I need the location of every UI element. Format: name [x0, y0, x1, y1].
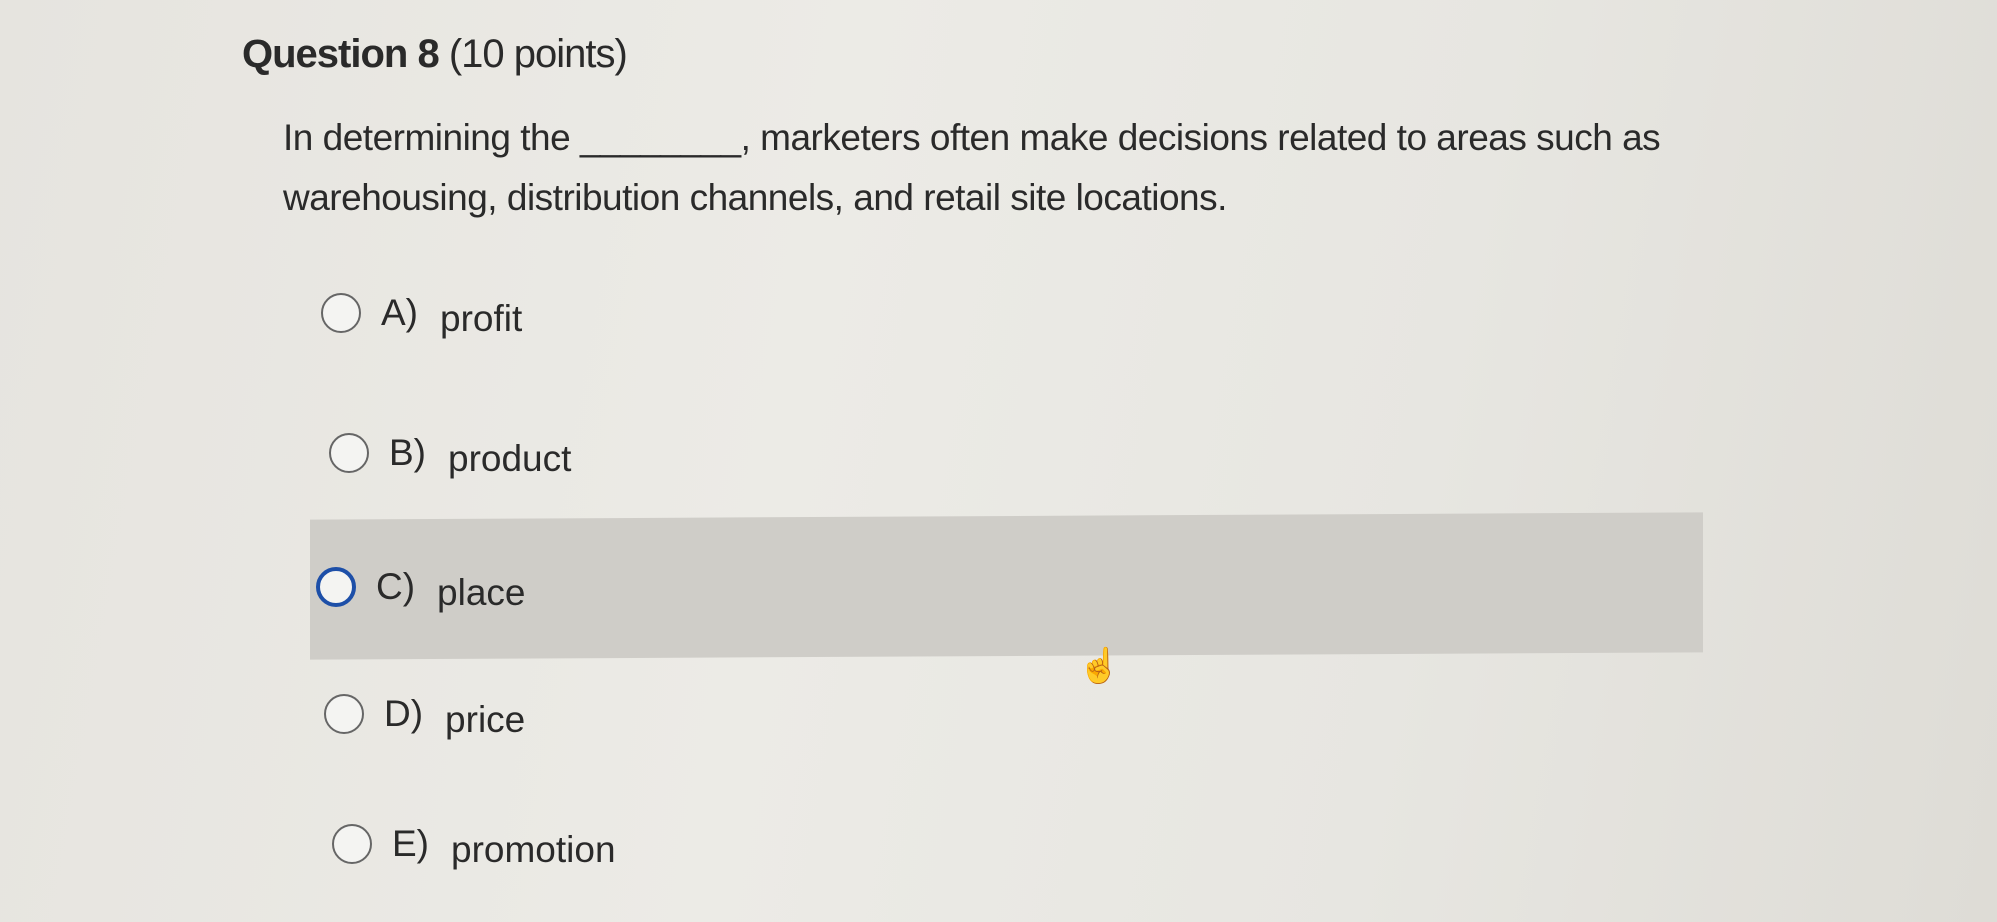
radio-button[interactable] — [329, 433, 369, 473]
option-e[interactable]: E) promotion — [332, 817, 616, 871]
radio-button[interactable] — [321, 293, 361, 333]
option-letter: C) — [376, 566, 416, 607]
hand-pointer-icon: ☝ — [1078, 647, 1121, 685]
option-c[interactable]: C) place — [316, 560, 526, 614]
question-points: (10 points) — [448, 32, 628, 76]
option-letter: E) — [392, 823, 429, 864]
option-letter: B) — [389, 432, 426, 473]
option-label: profit — [440, 298, 523, 339]
question-title: Question 8 (10 points) — [242, 32, 628, 77]
radio-button[interactable] — [316, 567, 356, 607]
option-label: product — [448, 438, 572, 479]
question-text: In determining the ________, marketers o… — [283, 117, 1661, 218]
option-label: price — [445, 699, 526, 740]
option-letter: D) — [384, 693, 424, 734]
radio-button[interactable] — [324, 694, 364, 734]
question-number: Question 8 — [242, 32, 440, 76]
option-b[interactable]: B) product — [329, 426, 571, 480]
radio-button[interactable] — [332, 824, 372, 864]
option-label: place — [437, 572, 526, 613]
option-d[interactable]: D) price — [324, 687, 525, 741]
option-label: promotion — [451, 829, 616, 870]
option-a[interactable]: A) profit — [321, 286, 522, 340]
option-letter: A) — [381, 292, 418, 333]
